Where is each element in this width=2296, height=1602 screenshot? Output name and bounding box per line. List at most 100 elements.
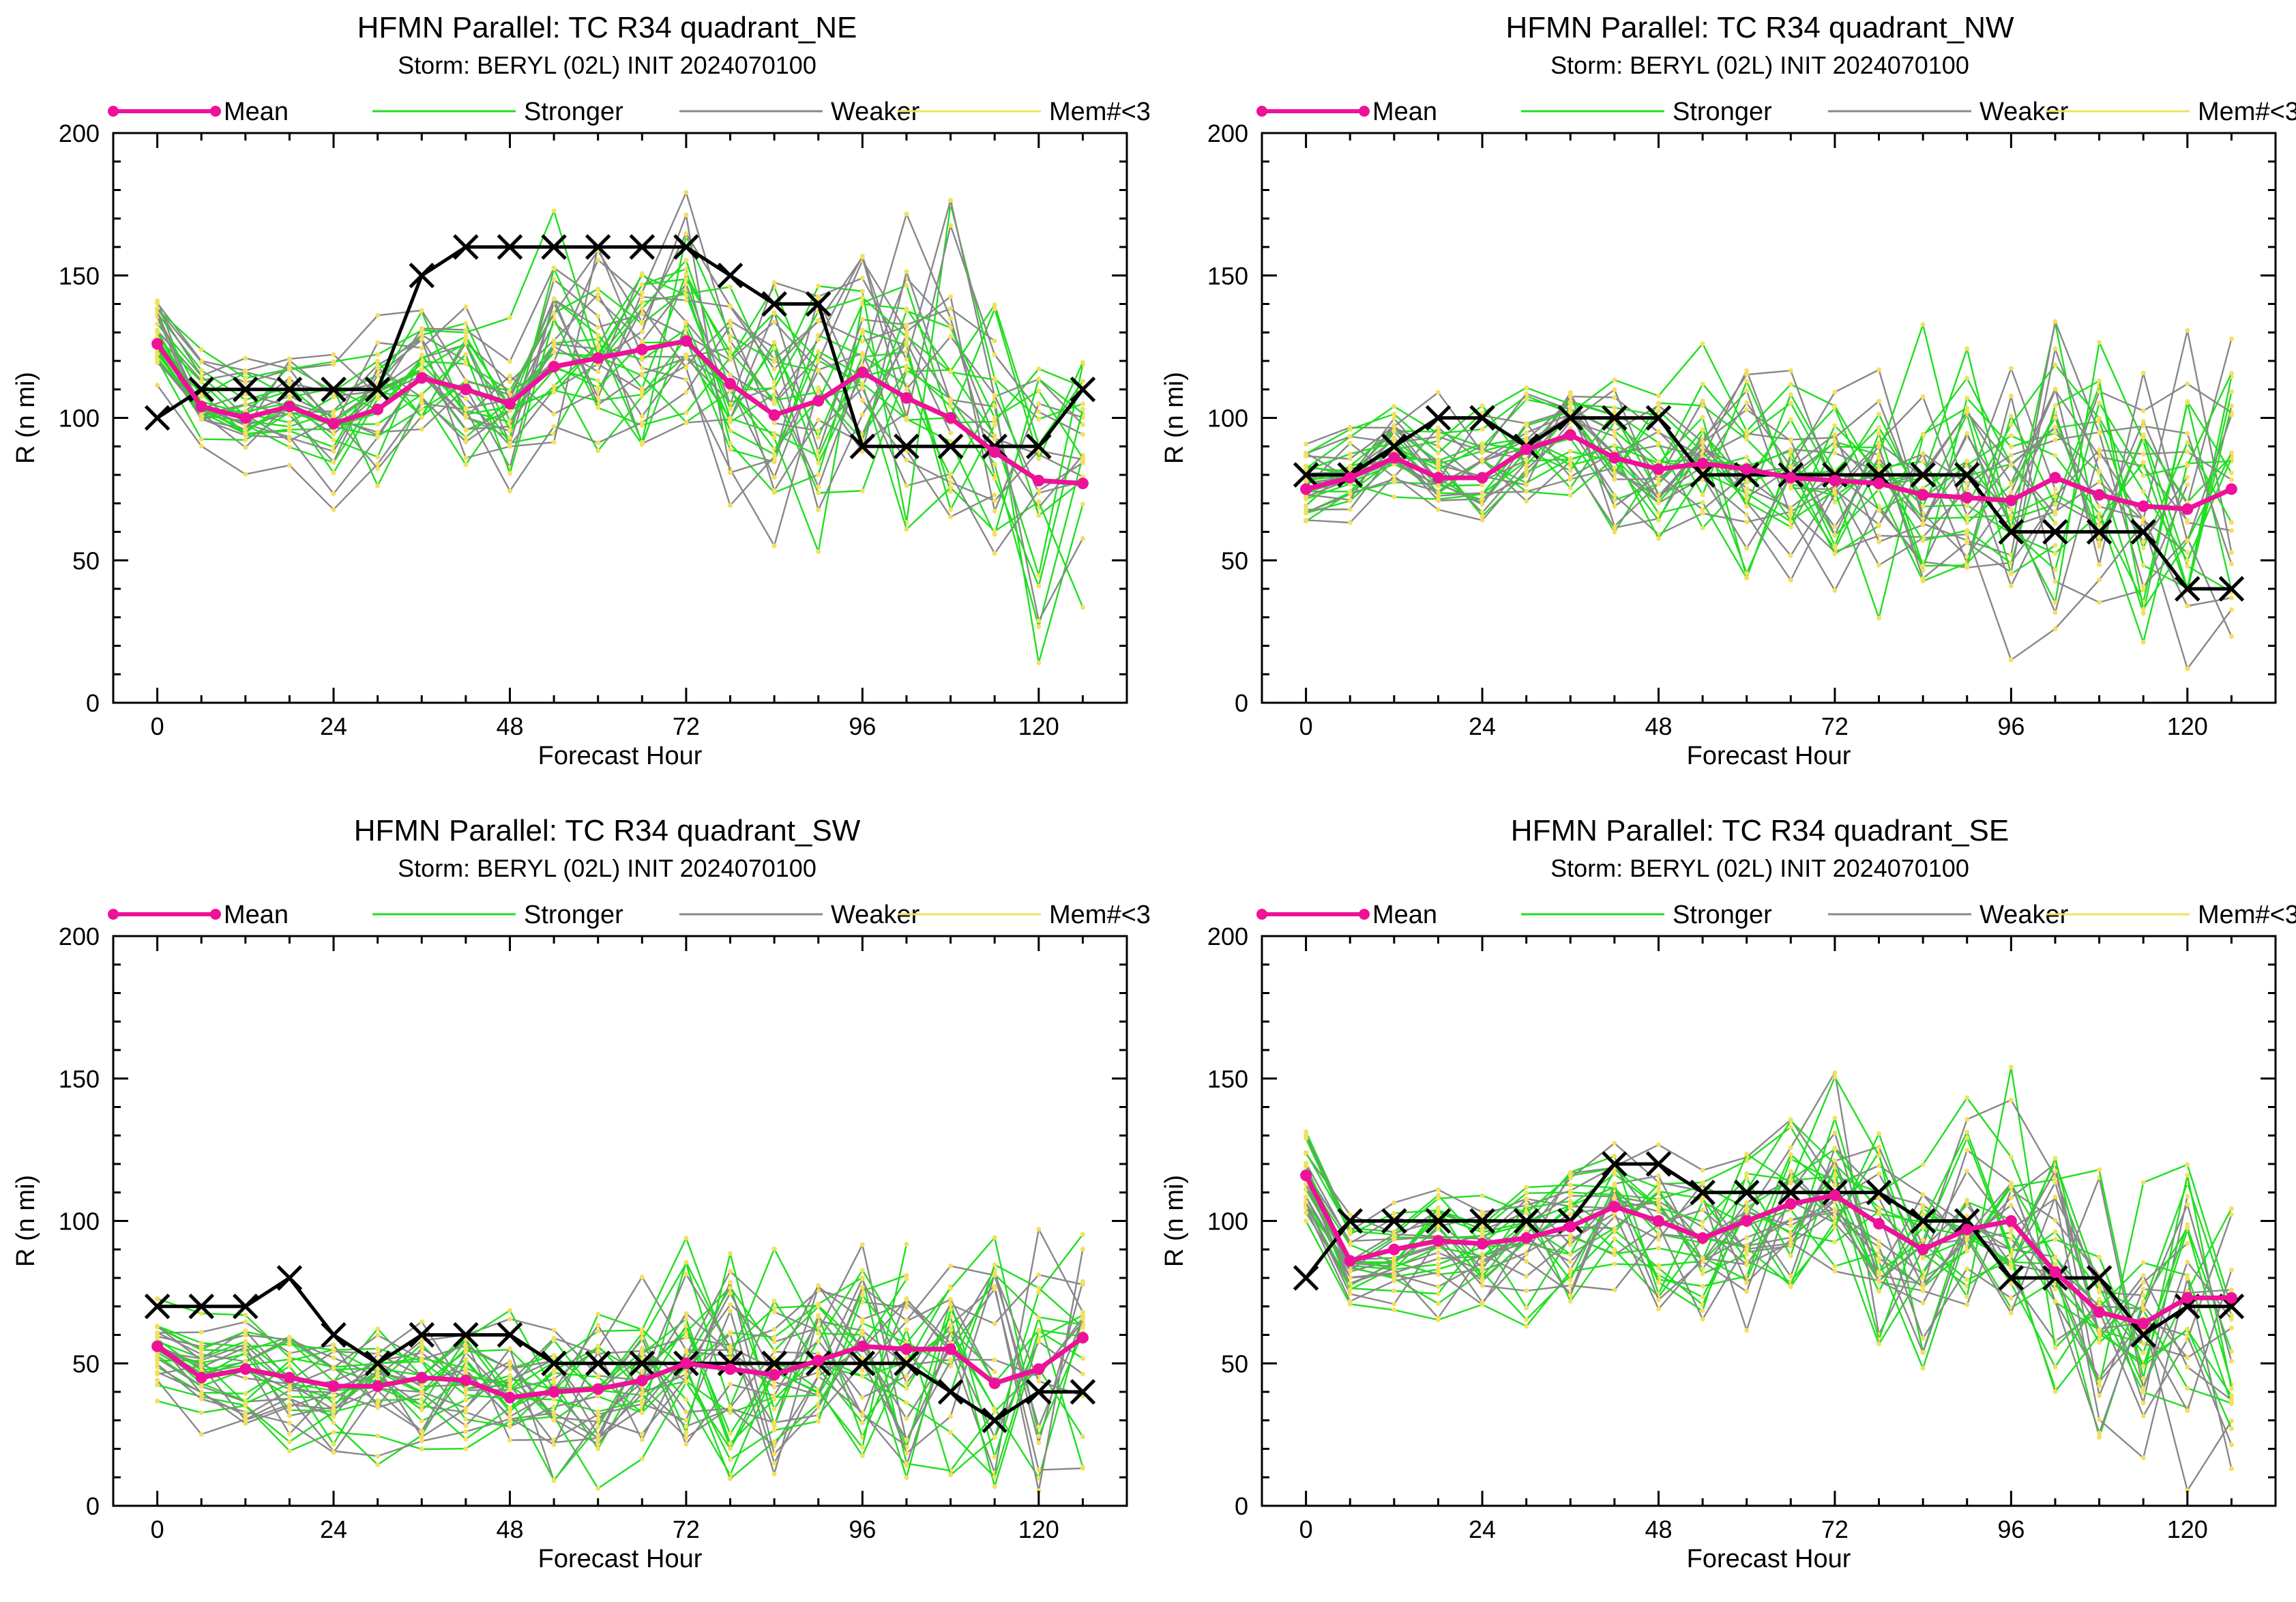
member-dot: [683, 281, 689, 287]
member-dot: [2140, 1306, 2146, 1311]
member-dot: [1656, 1209, 1661, 1214]
member-dot: [463, 1423, 469, 1429]
member-dot: [639, 340, 645, 345]
mean-point: [1741, 463, 1753, 476]
x-tick-label: 120: [2167, 712, 2208, 740]
ensemble-line: [1305, 1181, 2233, 1493]
member-dot: [2228, 520, 2234, 525]
member-dot: [463, 1410, 469, 1415]
member-dot: [286, 420, 292, 425]
member-dot: [771, 1349, 777, 1354]
member-dot: [1392, 1260, 1397, 1266]
member-dot: [419, 1391, 424, 1397]
member-dot: [771, 1451, 777, 1457]
member-dot: [904, 308, 909, 314]
observed-x-marker: [1602, 1151, 1628, 1177]
member-dot: [551, 1410, 557, 1415]
observed-x-marker: [1469, 405, 1495, 431]
observed-x-marker: [1690, 462, 1716, 488]
member-dot: [1435, 1315, 1441, 1321]
member-dot: [859, 327, 865, 333]
member-dot: [1788, 1177, 1793, 1182]
member-dot: [2097, 454, 2102, 459]
observed-x-marker: [1998, 1265, 2025, 1291]
member-dot: [1392, 1278, 1397, 1283]
member-dot: [1524, 1317, 1529, 1322]
member-dot: [2097, 1255, 2102, 1260]
member-dot: [948, 489, 954, 494]
member-dot: [1524, 1324, 1529, 1329]
member-dot: [683, 1330, 689, 1335]
member-dot: [198, 368, 204, 373]
member-dot: [1788, 1274, 1793, 1279]
mean-point: [460, 383, 472, 396]
member-dot: [639, 294, 645, 300]
member-dot: [2008, 463, 2014, 468]
member-dot: [155, 1398, 160, 1403]
member-dot: [2140, 1180, 2146, 1185]
member-dot: [2185, 1202, 2190, 1207]
member-dot: [1656, 408, 1661, 413]
member-dot: [2185, 400, 2190, 405]
member-dot: [816, 507, 821, 512]
ensemble-line: [156, 212, 1083, 502]
member-dot: [419, 327, 424, 333]
member-dot: [595, 1373, 601, 1378]
member-dot: [1832, 551, 1838, 557]
member-dot: [2052, 486, 2058, 492]
member-dot: [904, 1437, 909, 1442]
member-dot: [1080, 422, 1085, 427]
member-dot: [1744, 1235, 1750, 1240]
ensemble-line: [157, 1289, 907, 1408]
member-dot: [1656, 1189, 1661, 1194]
member-dot: [551, 1370, 557, 1375]
member-dot: [771, 488, 777, 493]
ensemble-line: [1305, 1119, 2233, 1389]
member-dot: [1347, 490, 1353, 495]
member-dot: [1832, 1075, 1838, 1080]
member-dot: [1876, 1269, 1881, 1275]
member-dot: [507, 428, 512, 433]
member-dot: [1435, 1284, 1441, 1290]
member-dot: [639, 1390, 645, 1396]
member-dot: [683, 231, 689, 236]
member-dot: [1612, 497, 1617, 503]
member-dot: [286, 381, 292, 385]
member-dot: [1480, 441, 1485, 446]
mean-point: [372, 1380, 384, 1393]
member-dot: [2097, 1327, 2102, 1332]
member-dot: [771, 475, 777, 480]
member-dot: [992, 1321, 997, 1326]
member-dot: [2228, 1267, 2234, 1272]
member-dot: [1612, 1154, 1617, 1159]
x-tick-label: 48: [1645, 712, 1672, 740]
member-dot: [2140, 370, 2146, 376]
member-dot: [771, 1379, 777, 1384]
legend-marker-mean: [108, 106, 119, 117]
member-dot: [419, 1397, 424, 1402]
member-dot: [2228, 450, 2234, 456]
member-dot: [2140, 1286, 2146, 1292]
member-dot: [816, 418, 821, 422]
mean-point: [1696, 1232, 1709, 1244]
member-dot: [595, 1343, 601, 1349]
member-dot: [859, 1420, 865, 1425]
member-dot: [243, 355, 248, 361]
member-dot: [2052, 437, 2058, 443]
mean-point: [151, 1340, 164, 1352]
member-dot: [1920, 538, 1926, 543]
y-axis-label: R (n mi): [12, 1175, 40, 1267]
mean-point: [1784, 471, 1797, 484]
y-tick-label: 0: [86, 689, 100, 717]
member-dot: [375, 358, 381, 364]
member-dot: [1036, 513, 1042, 518]
member-dot: [1392, 424, 1397, 429]
member-dot: [243, 1342, 248, 1347]
member-dot: [551, 349, 557, 355]
member-dot: [1435, 1301, 1441, 1307]
observed-x-marker: [453, 1322, 479, 1348]
member-dot: [375, 421, 381, 426]
observed-line: [1306, 416, 2232, 591]
member-dot: [595, 1437, 601, 1442]
member-dot: [771, 1335, 777, 1340]
